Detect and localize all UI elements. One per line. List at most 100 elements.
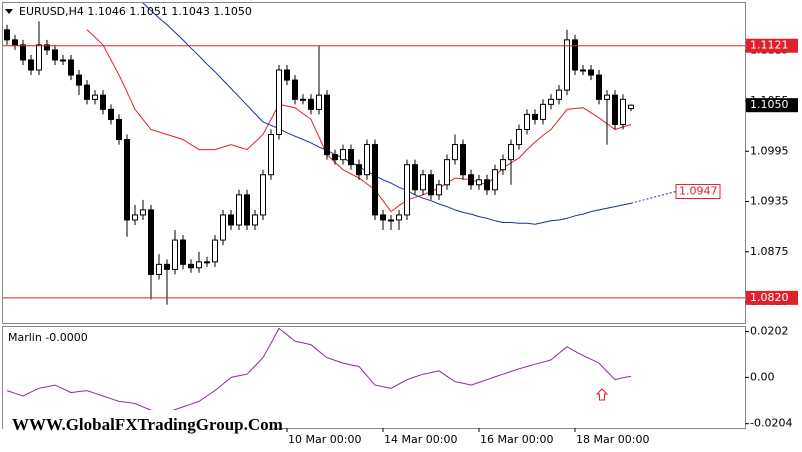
candle-body: [588, 69, 594, 76]
menu-triangle: [5, 9, 13, 14]
level-box: [746, 38, 798, 53]
candle-body: [476, 179, 482, 186]
y-tick-label: 1.0935: [750, 195, 789, 208]
candle-body: [164, 263, 170, 270]
candle-body: [4, 29, 10, 41]
candle-body: [316, 94, 322, 110]
candle-body: [580, 69, 586, 72]
candle-body: [196, 261, 202, 269]
level-label: 1.1121: [750, 39, 789, 52]
candle-body: [596, 74, 602, 100]
candle-body: [132, 214, 138, 221]
moving-average: [142, 2, 632, 225]
candle-body: [524, 113, 530, 130]
candle-body: [180, 239, 186, 265]
y-tick-label: 1.0995: [750, 144, 789, 157]
x-tick-label: 16 Mar 00:00: [480, 433, 553, 446]
candle-body: [308, 98, 314, 110]
candle-body: [52, 49, 58, 61]
candle-body: [628, 104, 634, 110]
x-tick-label: 10 Mar 00:00: [288, 433, 361, 446]
candle-body: [324, 94, 330, 156]
candle-body: [60, 59, 66, 62]
signal-arrow: [595, 388, 609, 401]
candle-body: [284, 69, 290, 81]
candle-body: [276, 69, 282, 136]
candle-body: [532, 113, 538, 120]
candle-body: [428, 174, 434, 196]
candle-body: [340, 149, 346, 161]
candle-body: [236, 194, 242, 226]
candle-body: [12, 39, 18, 46]
candle-body: [76, 74, 82, 86]
level-label: 1.0820: [750, 291, 789, 304]
candle-body: [548, 98, 554, 105]
y-tick-label: -0.0204: [750, 417, 792, 430]
candle-body: [260, 174, 266, 216]
candle-body: [268, 134, 274, 176]
candle-body: [604, 94, 610, 100]
candle-body: [116, 118, 122, 141]
candle-body: [564, 39, 570, 91]
candle-body: [300, 98, 306, 101]
y-tick-label: 1.0875: [750, 245, 789, 258]
candle-body: [252, 214, 258, 226]
candle-body: [28, 59, 34, 71]
candle-body: [516, 128, 522, 146]
candle-body: [620, 98, 626, 125]
indicator-title: Marlin -0.0000: [8, 331, 88, 344]
candle-body: [100, 94, 106, 110]
candle-body: [492, 169, 498, 191]
candle-body: [412, 164, 418, 191]
annotation-box: [675, 183, 721, 199]
candle-body: [92, 94, 98, 100]
candle-body: [364, 144, 370, 176]
candle-body: [228, 214, 234, 226]
candle-body: [292, 79, 298, 100]
candle-body: [612, 94, 618, 125]
candle-body: [44, 44, 50, 51]
candle-body: [108, 108, 114, 120]
candle-body: [508, 144, 514, 161]
candle-body: [444, 159, 450, 186]
candle-body: [468, 174, 474, 186]
current-price-label: 1.1050: [750, 98, 789, 111]
candle-body: [540, 103, 546, 120]
current-price-box: [746, 98, 798, 113]
watermark-box: [3, 410, 273, 440]
candle-body: [420, 174, 426, 191]
candle-body: [452, 144, 458, 161]
candle-body: [148, 209, 154, 275]
candle-body: [460, 144, 466, 176]
candle-body: [36, 44, 42, 71]
candle-body: [332, 154, 338, 161]
candle-body: [404, 164, 410, 216]
annotation-label: 1.0947: [679, 184, 718, 197]
candle-body: [388, 219, 394, 222]
candle-body: [140, 209, 146, 216]
candle-body: [156, 263, 162, 275]
watermark: WWW.GlobalFXTradingGroup.Com: [12, 415, 283, 434]
candle-body: [188, 263, 194, 269]
y-tick-label: 0.00: [750, 370, 775, 383]
candle-body: [204, 261, 210, 264]
candle-body: [484, 179, 490, 191]
x-tick-label: 18 Mar 00:00: [576, 433, 649, 446]
y-tick-label: 0.0202: [750, 325, 789, 338]
candle-body: [172, 239, 178, 270]
candle-body: [68, 59, 74, 76]
candle-body: [84, 84, 90, 100]
x-tick-label: 14 Mar 00:00: [384, 433, 457, 446]
candle-body: [212, 239, 218, 263]
level-box: [746, 290, 798, 305]
candle-body: [372, 144, 378, 216]
candle-body: [556, 89, 562, 100]
candle-body: [244, 194, 250, 226]
candle-body: [500, 159, 506, 171]
chart-title: EURUSD,H4 1.1046 1.1051 1.1043 1.1050: [19, 5, 252, 18]
candle-body: [396, 214, 402, 221]
candle-body: [436, 184, 442, 196]
candle-body: [124, 139, 130, 221]
